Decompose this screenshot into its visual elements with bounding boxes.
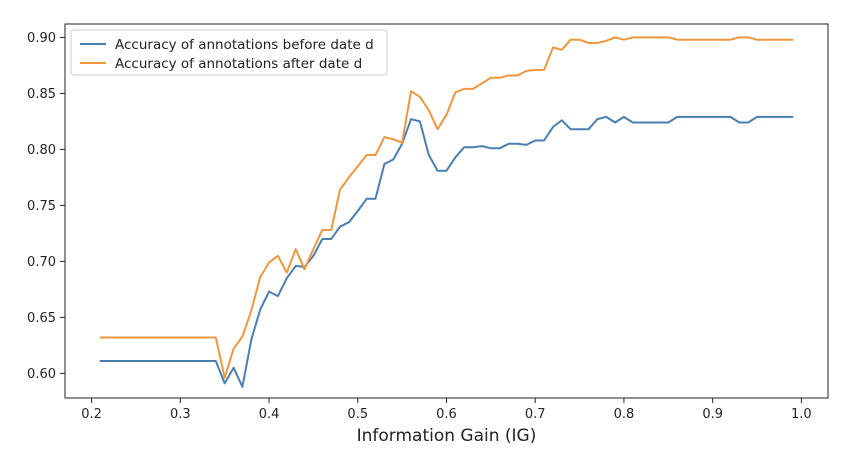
series-line-2	[99, 36, 794, 379]
x-tick-label: 0.4	[259, 407, 280, 422]
x-axis-title: Information Gain (IG)	[357, 426, 537, 446]
y-tick-label: 0.80	[27, 143, 56, 158]
x-tick-label: 0.5	[347, 407, 368, 422]
y-axis: 0.60 0.65 0.70 0.75 0.80 0.85 0.90	[27, 31, 65, 382]
y-tick-label: 0.60	[27, 367, 56, 382]
x-tick-label: 1.0	[791, 407, 812, 422]
legend-box	[70, 29, 388, 76]
x-tick-label: 0.9	[702, 407, 723, 422]
legend-label: Accuracy of annotations before date d	[115, 37, 374, 53]
y-tick-label: 0.90	[27, 31, 56, 46]
x-tick-label: 0.8	[614, 407, 635, 422]
y-tick-label: 0.70	[27, 255, 56, 270]
x-tick-label: 0.2	[81, 407, 102, 422]
series-layer	[99, 36, 794, 388]
legend: Accuracy of annotations before date d Acc…	[70, 29, 388, 76]
y-tick-label: 0.85	[27, 87, 56, 102]
y-tick-label: 0.65	[27, 311, 56, 326]
x-tick-label: 0.7	[525, 407, 546, 422]
series-line-1	[99, 115, 794, 388]
x-tick-label: 0.3	[170, 407, 191, 422]
legend-label: Accuracy of annotations after date d	[115, 56, 362, 72]
x-tick-label: 0.6	[436, 407, 457, 422]
x-axis: 0.2 0.3 0.4 0.5 0.6 0.7 0.8 0.9 1.0	[81, 398, 812, 422]
y-tick-label: 0.75	[27, 199, 56, 214]
